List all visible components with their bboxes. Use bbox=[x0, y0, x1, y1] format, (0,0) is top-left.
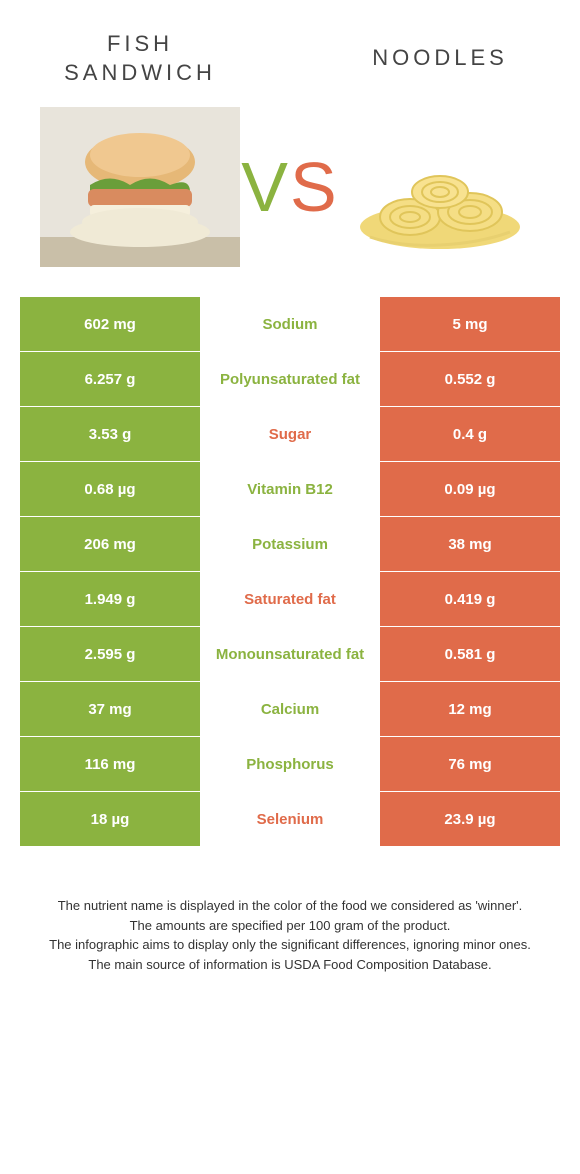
left-value: 116 mg bbox=[20, 737, 200, 791]
right-value: 0.419 g bbox=[380, 572, 560, 626]
footnote-line: The nutrient name is displayed in the co… bbox=[30, 896, 550, 916]
nutrient-label: Calcium bbox=[200, 682, 380, 736]
right-value: 76 mg bbox=[380, 737, 560, 791]
table-row: 6.257 gPolyunsaturated fat0.552 g bbox=[20, 352, 560, 406]
right-value: 0.09 µg bbox=[380, 462, 560, 516]
right-food-image bbox=[340, 107, 540, 267]
left-value: 206 mg bbox=[20, 517, 200, 571]
footnote-line: The infographic aims to display only the… bbox=[30, 935, 550, 955]
noodles-icon bbox=[340, 107, 540, 267]
table-row: 602 mgSodium5 mg bbox=[20, 297, 560, 351]
vs-v: V bbox=[241, 148, 290, 226]
vs-label: VS bbox=[241, 147, 338, 227]
right-value: 0.4 g bbox=[380, 407, 560, 461]
right-value: 12 mg bbox=[380, 682, 560, 736]
nutrient-label: Potassium bbox=[200, 517, 380, 571]
nutrient-label: Monounsaturated fat bbox=[200, 627, 380, 681]
left-food-title: Fish Sandwich bbox=[50, 30, 230, 87]
table-row: 3.53 gSugar0.4 g bbox=[20, 407, 560, 461]
nutrient-label: Phosphorus bbox=[200, 737, 380, 791]
left-value: 18 µg bbox=[20, 792, 200, 846]
images-row: VS bbox=[0, 107, 580, 297]
table-row: 0.68 µgVitamin B120.09 µg bbox=[20, 462, 560, 516]
left-value: 602 mg bbox=[20, 297, 200, 351]
nutrient-label: Saturated fat bbox=[200, 572, 380, 626]
right-value: 0.552 g bbox=[380, 352, 560, 406]
right-value: 5 mg bbox=[380, 297, 560, 351]
nutrient-label: Sugar bbox=[200, 407, 380, 461]
right-food-title: Noodles bbox=[350, 44, 530, 73]
nutrient-label: Sodium bbox=[200, 297, 380, 351]
left-value: 37 mg bbox=[20, 682, 200, 736]
right-value: 23.9 µg bbox=[380, 792, 560, 846]
vs-s: S bbox=[290, 148, 339, 226]
left-value: 6.257 g bbox=[20, 352, 200, 406]
table-row: 18 µgSelenium23.9 µg bbox=[20, 792, 560, 846]
left-value: 3.53 g bbox=[20, 407, 200, 461]
footnote-line: The amounts are specified per 100 gram o… bbox=[30, 916, 550, 936]
nutrient-label: Polyunsaturated fat bbox=[200, 352, 380, 406]
table-row: 1.949 gSaturated fat0.419 g bbox=[20, 572, 560, 626]
left-value: 0.68 µg bbox=[20, 462, 200, 516]
comparison-table: 602 mgSodium5 mg6.257 gPolyunsaturated f… bbox=[20, 297, 560, 846]
nutrient-label: Selenium bbox=[200, 792, 380, 846]
footnote-line: The main source of information is USDA F… bbox=[30, 955, 550, 975]
right-value: 0.581 g bbox=[380, 627, 560, 681]
table-row: 116 mgPhosphorus76 mg bbox=[20, 737, 560, 791]
left-food-image bbox=[40, 107, 240, 267]
table-row: 2.595 gMonounsaturated fat0.581 g bbox=[20, 627, 560, 681]
sandwich-icon bbox=[40, 107, 240, 267]
header: Fish Sandwich Noodles bbox=[0, 0, 580, 107]
left-value: 2.595 g bbox=[20, 627, 200, 681]
left-value: 1.949 g bbox=[20, 572, 200, 626]
right-value: 38 mg bbox=[380, 517, 560, 571]
nutrient-label: Vitamin B12 bbox=[200, 462, 380, 516]
footnotes: The nutrient name is displayed in the co… bbox=[0, 896, 580, 974]
table-row: 206 mgPotassium38 mg bbox=[20, 517, 560, 571]
table-row: 37 mgCalcium12 mg bbox=[20, 682, 560, 736]
